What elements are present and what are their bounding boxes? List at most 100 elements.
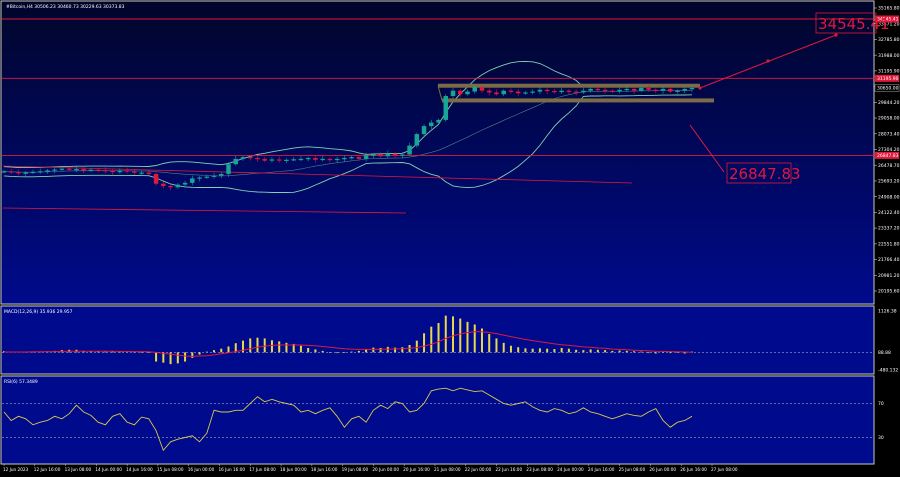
candle <box>88 168 94 172</box>
candle <box>472 84 477 94</box>
candle <box>356 155 362 161</box>
candle <box>573 89 579 96</box>
price-tick-label: 25693.20 <box>878 179 900 185</box>
macd-histogram-bar <box>241 340 244 353</box>
candle <box>610 89 615 93</box>
candle-body <box>124 170 130 172</box>
time-tick-label: 26 Jun 00:00 <box>649 467 676 472</box>
price-candles <box>1 84 695 191</box>
macd-histogram-bar <box>89 351 92 353</box>
candle <box>298 156 304 162</box>
rsi-line <box>3 387 693 452</box>
candle-body <box>66 168 72 170</box>
candle <box>255 155 260 162</box>
candle-body <box>356 157 362 159</box>
current-price-tag <box>874 84 900 92</box>
time-tick-label: 13 Jun 08:00 <box>65 467 92 472</box>
candle <box>95 167 101 173</box>
macd-histogram-bar <box>524 348 527 353</box>
macd-histogram-bar <box>546 348 549 353</box>
price-tick-label: 29844.20 <box>878 100 900 106</box>
candle-body <box>161 183 166 187</box>
macd-histogram-bar <box>683 352 686 354</box>
time-tick-label: 25 Jun 08:00 <box>619 467 646 472</box>
time-tick-label: 16 Jun 16:00 <box>218 467 245 472</box>
macd-histogram-bar <box>227 346 230 353</box>
candle-body <box>132 171 137 173</box>
price-tick-label: 24122.40 <box>878 210 900 216</box>
macd-histogram-bar <box>213 350 216 353</box>
candle <box>139 170 144 176</box>
support-axis-tag-label: 26847.83 <box>877 153 899 159</box>
macd-histogram-bar <box>567 348 570 353</box>
candle-body <box>639 88 644 91</box>
candle-body <box>1 171 7 173</box>
candle <box>552 88 557 94</box>
candle <box>204 174 210 179</box>
candle-body <box>52 169 57 171</box>
box-bottom-band <box>442 98 714 103</box>
candle <box>197 176 202 182</box>
target-label: 34545.41 <box>818 15 890 33</box>
time-tick-label: 12 Jun 16:00 <box>34 467 61 472</box>
candle-body <box>508 90 514 92</box>
candle <box>146 169 152 176</box>
macd-histogram-bar <box>466 321 469 353</box>
candle <box>117 168 123 174</box>
target-label-box <box>815 12 877 34</box>
candle-body <box>421 126 427 135</box>
candle <box>371 153 376 159</box>
candle-body <box>240 157 246 159</box>
candle-body <box>624 88 630 91</box>
price-tick-label: 24908.00 <box>878 194 900 200</box>
lower-channel-line <box>2 207 407 214</box>
candle <box>313 155 318 163</box>
candle <box>175 183 181 189</box>
rsi-panel[interactable] <box>0 375 875 465</box>
candle-body <box>255 158 260 160</box>
candle-body <box>8 171 14 173</box>
candle-body <box>660 88 666 91</box>
candle-body <box>458 90 463 95</box>
time-tick-label: 22 Jun 16:00 <box>496 467 523 472</box>
candle <box>385 150 391 159</box>
time-tick-label: 26 Jun 16:00 <box>680 467 707 472</box>
macd-histogram-bar <box>350 351 353 353</box>
macd-histogram-bar <box>633 351 636 353</box>
time-tick-label: 18 Jun 00:00 <box>280 467 307 472</box>
projection-annotations: 34545.41 26847.83 <box>689 12 890 184</box>
price-tick-label: 22551.80 <box>878 241 900 247</box>
macd-tick-label: 1126.38 <box>878 309 897 315</box>
candle-body <box>276 159 282 161</box>
macd-histogram-bar <box>669 352 672 354</box>
candle <box>392 152 398 158</box>
macd-histogram-bar <box>249 338 252 353</box>
candle-body <box>327 158 333 161</box>
candle <box>1 169 7 174</box>
candle-body <box>211 175 217 177</box>
macd-histogram-bar <box>176 352 179 364</box>
macd-histogram-bar <box>205 351 208 353</box>
candle <box>515 88 521 97</box>
main-price-panel[interactable] <box>0 0 875 305</box>
candle <box>30 169 36 174</box>
macd-histogram-bar <box>560 347 563 353</box>
candle <box>581 87 586 94</box>
macd-histogram-bar <box>473 324 476 353</box>
macd-histogram-bar <box>640 351 643 353</box>
time-tick-label: 20 Jun 00:00 <box>372 467 399 472</box>
box-left-edge <box>437 85 443 101</box>
candle-body <box>653 89 659 91</box>
candle <box>132 170 137 176</box>
macd-histogram-bar <box>278 341 281 353</box>
macd-histogram-bar <box>401 347 404 353</box>
candle <box>190 175 195 186</box>
candle <box>668 86 673 93</box>
macd-histogram-bar <box>184 352 187 362</box>
candle <box>486 88 492 96</box>
candle-body <box>436 119 441 123</box>
macd-header: MACD(12,26,9) 35.936 29.957 <box>4 309 73 315</box>
macd-panel[interactable] <box>0 305 875 375</box>
candle <box>211 172 217 179</box>
